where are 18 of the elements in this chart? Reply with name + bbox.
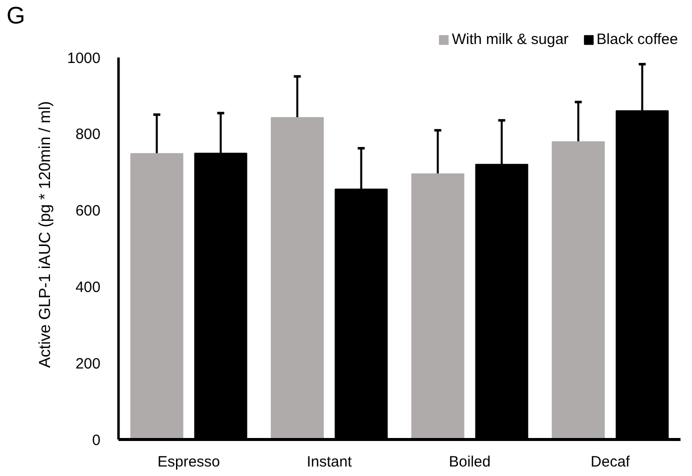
y-tick-label: 200 [75,356,101,373]
x-tick-label: Decaf [590,454,631,470]
y-tick-label: 600 [75,202,101,220]
y-tick-label: 1000 [67,50,101,67]
bar [270,117,324,440]
x-tick-label: Espresso [157,454,220,470]
chart-title: G [6,2,26,30]
bar [552,141,605,440]
legend-label: Black coffee [596,31,678,48]
legend-label: With milk & sugar [452,31,569,48]
x-tick-label: Instant [306,454,353,470]
y-axis-title: Active GLP-1 iAUC (pg * 120min / ml) [37,101,54,368]
x-tick-label: Boiled [448,454,491,470]
bar [130,153,184,440]
y-tick-label: 800 [75,126,101,144]
y-tick-label: 400 [75,279,101,296]
y-tick-label: 0 [92,432,100,449]
bar [411,173,464,440]
